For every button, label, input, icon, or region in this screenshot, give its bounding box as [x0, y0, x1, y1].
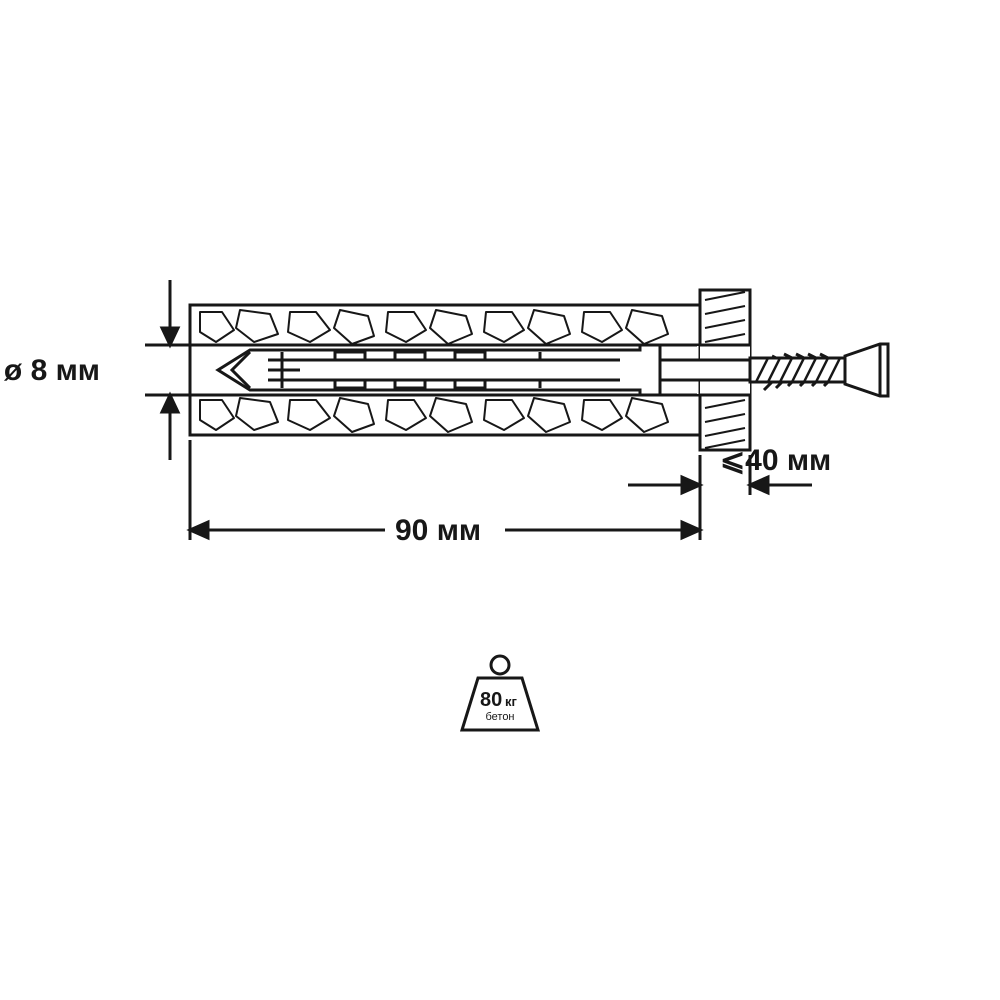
anchor-diagram: ø 8 мм 90 мм ⩽40 мм 80 кг бетон — [0, 0, 1000, 1000]
label-length: 90 мм — [395, 514, 481, 547]
label-protrusion: ⩽40 мм — [720, 444, 831, 477]
label-diameter: ø 8 мм — [4, 354, 100, 387]
weight-value: 80 — [480, 689, 502, 711]
weight-material: бетон — [485, 711, 514, 723]
screw-head — [845, 344, 888, 396]
dim-diameter — [145, 280, 195, 460]
weight-unit: кг — [505, 694, 518, 709]
